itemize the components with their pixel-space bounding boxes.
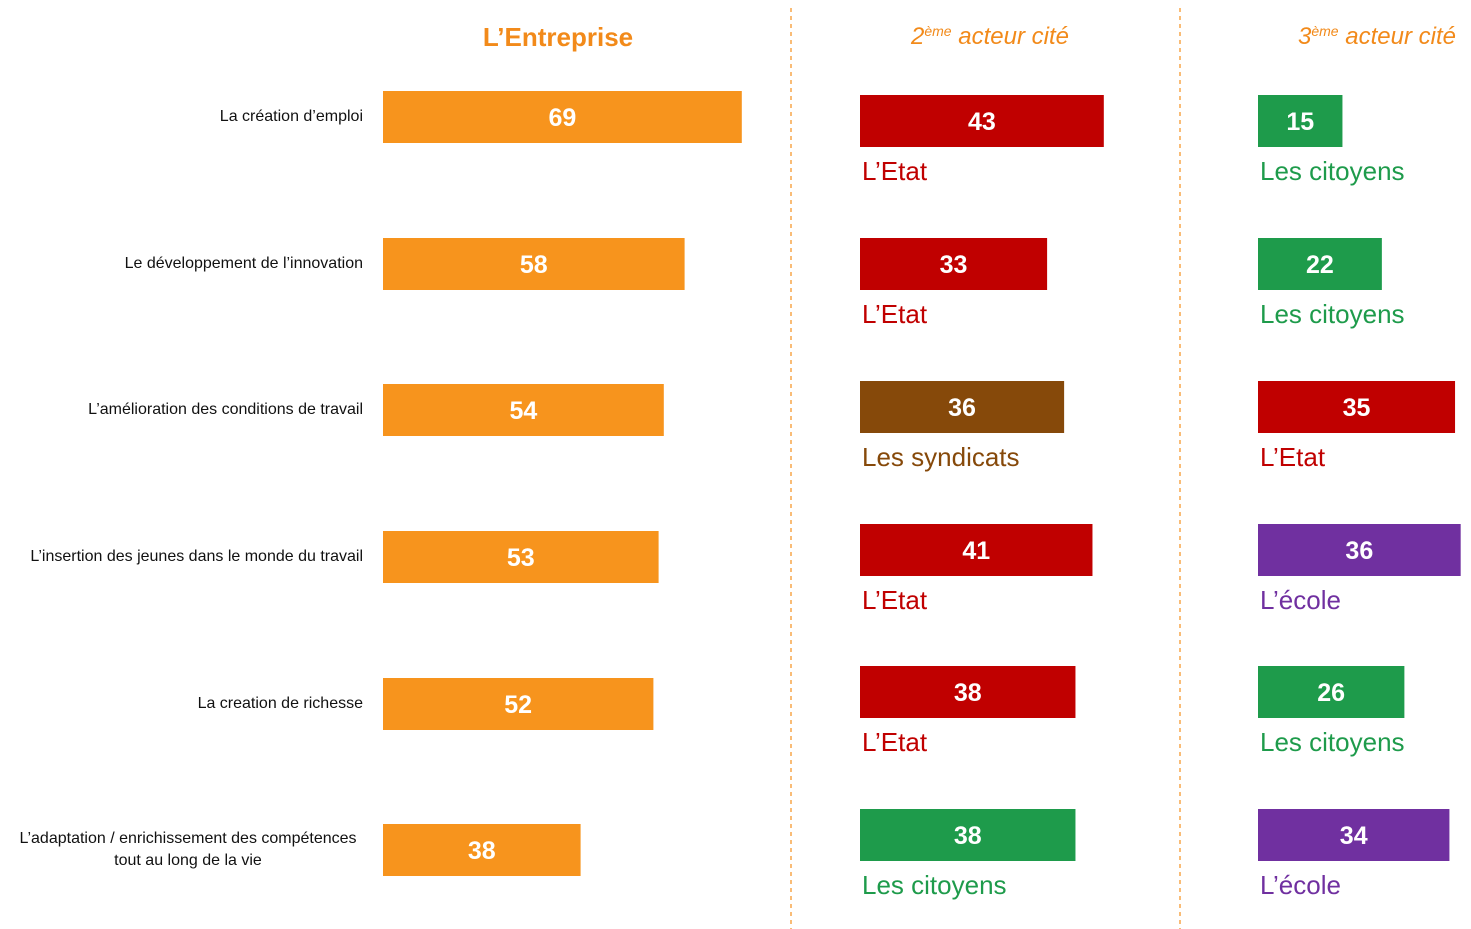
value-label: 38 xyxy=(954,679,982,707)
title-part: 2 xyxy=(910,23,924,50)
actor-label: Les citoyens xyxy=(1260,727,1405,757)
title-part: 3 xyxy=(1298,23,1312,50)
actor-label: Les citoyens xyxy=(1260,299,1405,329)
bar xyxy=(383,531,659,583)
actor-label: L’Etat xyxy=(862,727,928,757)
category-label-box: La création d’emploi xyxy=(13,87,363,147)
title-part: ème xyxy=(1311,23,1338,39)
category-label-box: L’amélioration des conditions de travail xyxy=(13,380,363,440)
bar xyxy=(860,95,1104,147)
value-label: 36 xyxy=(1345,537,1373,565)
bar xyxy=(1258,238,1382,290)
value-label: 36 xyxy=(948,394,976,422)
category-label-box: La creation de richesse xyxy=(13,674,363,734)
value-label: 35 xyxy=(1343,394,1371,422)
actor-label: L’Etat xyxy=(862,299,928,329)
value-label: 69 xyxy=(548,104,576,132)
bar xyxy=(860,524,1093,576)
category-label-box: L’insertion des jeunes dans le monde du … xyxy=(13,527,363,587)
title-part: acteur cité xyxy=(1339,23,1456,50)
actor-label: L’Etat xyxy=(862,156,928,186)
category-label-box: Le développement de l’innovation xyxy=(13,234,363,294)
actor-label: L’école xyxy=(1260,585,1341,615)
title-part: ème xyxy=(924,23,951,39)
value-label: 15 xyxy=(1286,108,1314,136)
category-label-box: L’adaptation / enrichissement des compét… xyxy=(13,820,363,880)
value-label: 41 xyxy=(962,537,990,565)
bar xyxy=(1258,524,1461,576)
bar xyxy=(860,666,1076,718)
category-label: L’amélioration des conditions de travail xyxy=(88,401,363,418)
panel-title: 3ème acteur cité xyxy=(1298,23,1456,50)
bar xyxy=(860,809,1076,861)
value-label: 22 xyxy=(1306,251,1334,279)
bar xyxy=(860,381,1065,433)
actor-label: L’école xyxy=(1260,870,1341,900)
bar xyxy=(383,824,581,876)
title-part: acteur cité xyxy=(952,23,1069,50)
bar xyxy=(383,238,685,290)
value-label: 38 xyxy=(954,822,982,850)
value-label: 34 xyxy=(1340,822,1368,850)
category-label: La creation de richesse xyxy=(197,695,363,712)
value-label: 33 xyxy=(940,251,968,279)
category-label: L’insertion des jeunes dans le monde du … xyxy=(30,548,363,565)
panel-title: 2ème acteur cité xyxy=(910,23,1069,50)
value-label: 26 xyxy=(1317,679,1345,707)
bar xyxy=(383,91,742,143)
value-label: 43 xyxy=(968,108,996,136)
category-label: Le développement de l’innovation xyxy=(124,255,363,272)
actor-label: Les syndicats xyxy=(862,442,1020,472)
bar xyxy=(383,678,654,730)
category-label: La création d’emploi xyxy=(219,108,363,125)
category-label: L’adaptation / enrichissement des compét… xyxy=(19,830,357,869)
bar xyxy=(1258,666,1405,718)
actor-label: Les citoyens xyxy=(862,870,1007,900)
bar xyxy=(1258,381,1456,433)
value-label: 53 xyxy=(507,544,535,572)
bar xyxy=(383,384,664,436)
value-label: 58 xyxy=(520,251,548,279)
actor-label: Les citoyens xyxy=(1260,156,1405,186)
bar xyxy=(1258,809,1450,861)
value-label: 52 xyxy=(504,691,532,719)
actor-label: L’Etat xyxy=(1260,442,1326,472)
value-label: 38 xyxy=(468,837,496,865)
actor-label: L’Etat xyxy=(862,585,928,615)
panel-title: L’Entreprise xyxy=(483,22,633,52)
bar xyxy=(1258,95,1343,147)
bar xyxy=(860,238,1048,290)
value-label: 54 xyxy=(509,397,537,425)
